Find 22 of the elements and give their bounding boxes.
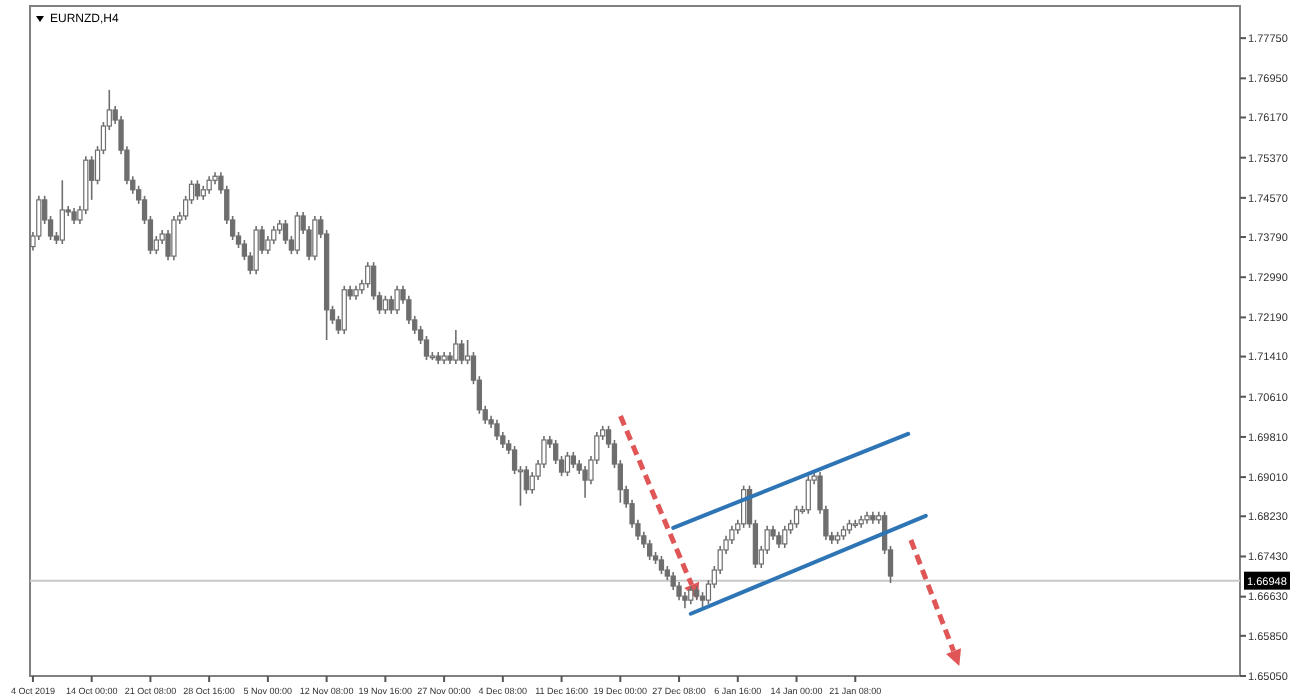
candlestick bbox=[782, 525, 788, 549]
candlestick bbox=[564, 451, 571, 477]
candlestick bbox=[253, 225, 259, 275]
candlestick bbox=[171, 215, 177, 261]
candlestick bbox=[688, 585, 694, 605]
candlestick bbox=[459, 339, 465, 365]
candlestick bbox=[494, 419, 500, 441]
candlestick bbox=[388, 295, 394, 315]
candlestick bbox=[394, 284, 400, 315]
candlestick bbox=[793, 504, 800, 529]
candlestick bbox=[658, 555, 665, 575]
candlestick bbox=[194, 179, 201, 201]
candlestick bbox=[805, 475, 811, 515]
candlestick bbox=[453, 329, 459, 365]
candlestick bbox=[365, 261, 371, 289]
candlestick bbox=[382, 295, 389, 315]
candlestick bbox=[312, 215, 318, 261]
candlestick bbox=[294, 211, 300, 255]
candlestick bbox=[59, 179, 65, 245]
candlestick bbox=[341, 284, 347, 335]
candlestick bbox=[647, 539, 653, 561]
candlestick bbox=[582, 465, 588, 499]
